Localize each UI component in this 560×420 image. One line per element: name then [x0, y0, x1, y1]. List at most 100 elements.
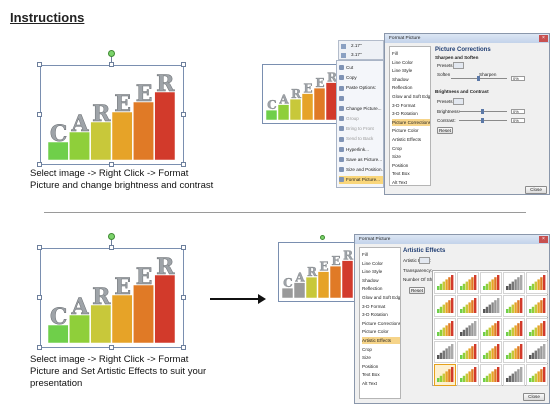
dialog-nav-item[interactable]: Reflection	[362, 286, 383, 292]
context-menu-item[interactable]: Size and Position...	[339, 166, 383, 174]
brightness-value-input[interactable]: 0%	[511, 109, 525, 114]
artistic-effect-thumbnail[interactable]	[457, 272, 479, 294]
resize-handle[interactable]	[37, 62, 42, 67]
close-icon[interactable]: ×	[539, 236, 548, 243]
resize-handle[interactable]	[37, 345, 42, 350]
resize-handle[interactable]	[181, 112, 186, 117]
dialog-nav-item[interactable]: Alt Text	[362, 381, 377, 386]
width-spinner[interactable]: 3.17"	[341, 52, 381, 59]
artistic-effect-thumbnail[interactable]	[457, 364, 479, 386]
dialog-nav-item[interactable]: Picture Color	[392, 128, 419, 134]
dialog-nav-item[interactable]: Picture Corrections	[362, 320, 400, 326]
dialog-nav-item[interactable]: Shadow	[362, 277, 379, 283]
height-spinner[interactable]: 2.17"	[341, 43, 381, 50]
dialog-nav-item[interactable]: Reflection	[392, 85, 413, 91]
resize-handle[interactable]	[109, 62, 114, 67]
artistic-effect-thumbnail[interactable]	[457, 341, 479, 363]
reset-button[interactable]: Reset	[409, 287, 425, 294]
artistic-effect-dropdown[interactable]	[419, 257, 430, 264]
artistic-effect-thumbnail[interactable]	[480, 295, 502, 317]
artistic-effect-thumbnail[interactable]	[434, 272, 456, 294]
dialog-nav-item[interactable]: Artistic Effects	[392, 137, 422, 142]
dialog-nav-item[interactable]: Size	[392, 154, 401, 160]
artistic-effect-thumbnail[interactable]	[434, 364, 456, 386]
dialog-nav-item[interactable]: Picture Corrections	[392, 118, 430, 126]
context-menu-item[interactable]: Change Picture...	[339, 105, 383, 113]
resize-handle[interactable]	[181, 62, 186, 67]
dialog-nav-item[interactable]: Fill	[362, 252, 368, 257]
rotate-handle[interactable]	[108, 50, 115, 57]
context-menu-item[interactable]	[339, 95, 383, 103]
brightness-slider-knob[interactable]	[481, 109, 484, 114]
dialog-nav-item[interactable]: Fill	[392, 51, 398, 56]
dialog-nav-item[interactable]: Crop	[392, 145, 402, 151]
resize-handle[interactable]	[181, 345, 186, 350]
resize-handle[interactable]	[37, 112, 42, 117]
dialog-nav-item[interactable]: Glow and Soft Edges	[362, 295, 400, 300]
artistic-effect-thumbnail[interactable]	[526, 364, 548, 386]
artistic-effect-thumbnail[interactable]	[503, 341, 525, 363]
close-button[interactable]: Close	[523, 393, 545, 401]
context-menu-item[interactable]: Group	[339, 115, 383, 123]
resize-handle[interactable]	[181, 295, 186, 300]
context-menu-item[interactable]: Save as Picture...	[339, 156, 383, 164]
resize-handle[interactable]	[109, 345, 114, 350]
reset-button[interactable]: Reset	[437, 127, 453, 134]
close-icon[interactable]: ×	[539, 35, 548, 42]
context-menu-item[interactable]: Hyperlink...	[339, 146, 383, 154]
artistic-effect-thumbnail[interactable]	[526, 318, 548, 340]
resize-handle[interactable]	[109, 245, 114, 250]
dialog-nav-item[interactable]: Line Style	[362, 269, 383, 275]
artistic-effect-thumbnail[interactable]	[526, 272, 548, 294]
artistic-effect-thumbnail[interactable]	[457, 318, 479, 340]
close-button[interactable]: Close	[525, 186, 547, 194]
context-menu-item[interactable]: Format Picture...	[339, 176, 383, 185]
context-menu-item[interactable]: Cut	[339, 64, 383, 72]
rotate-handle[interactable]	[108, 233, 115, 240]
artistic-effect-thumbnail[interactable]	[434, 318, 456, 340]
dialog-nav-item[interactable]: 3-D Rotation	[392, 111, 418, 117]
artistic-effect-thumbnail[interactable]	[480, 364, 502, 386]
dialog-nav-item[interactable]: Line Color	[392, 59, 413, 65]
contrast-slider-knob[interactable]	[481, 118, 484, 123]
sharpen-value-input[interactable]: 0%	[511, 76, 525, 81]
resize-handle[interactable]	[181, 162, 186, 167]
resize-handle[interactable]	[37, 162, 42, 167]
dialog-nav-item[interactable]: Text Box	[362, 372, 380, 378]
artistic-effect-thumbnail[interactable]	[434, 295, 456, 317]
artistic-effect-thumbnail[interactable]	[480, 318, 502, 340]
dialog-nav-item[interactable]: Picture Color	[362, 329, 389, 335]
artistic-effect-thumbnail[interactable]	[526, 295, 548, 317]
context-menu-item[interactable]: Bring to Front	[339, 125, 383, 133]
context-menu-item[interactable]: Paste Options:	[339, 84, 383, 92]
dialog-nav-item[interactable]: Position	[362, 363, 379, 369]
artistic-effect-thumbnail[interactable]	[480, 341, 502, 363]
sharpen-presets-dropdown[interactable]	[453, 62, 464, 69]
resize-handle[interactable]	[37, 295, 42, 300]
dialog-nav-item[interactable]: Glow and Soft Edges	[392, 94, 430, 99]
context-menu-item[interactable]: Copy	[339, 74, 383, 82]
dialog-nav-item[interactable]: Shadow	[392, 76, 409, 82]
resize-handle[interactable]	[109, 162, 114, 167]
artistic-effect-thumbnail[interactable]	[457, 295, 479, 317]
contrast-value-input[interactable]: 0%	[511, 118, 525, 123]
dialog-nav-item[interactable]: Crop	[362, 346, 372, 352]
dialog-nav-item[interactable]: Size	[362, 355, 371, 361]
dialog-nav-item[interactable]: 3-D Format	[392, 102, 416, 108]
artistic-effect-thumbnail[interactable]	[526, 341, 548, 363]
artistic-effect-thumbnail[interactable]	[480, 272, 502, 294]
artistic-effect-thumbnail[interactable]	[503, 272, 525, 294]
sharpen-slider-knob[interactable]	[477, 76, 480, 81]
resize-handle[interactable]	[37, 245, 42, 250]
dialog-nav-item[interactable]: 3-D Format	[362, 303, 386, 309]
artistic-effect-thumbnail[interactable]	[434, 341, 456, 363]
dialog-nav-item[interactable]: 3-D Rotation	[362, 312, 388, 318]
dialog-nav-item[interactable]: Alt Text	[392, 180, 407, 185]
dialog-nav-item[interactable]: Line Color	[362, 260, 383, 266]
artistic-effect-thumbnail[interactable]	[503, 318, 525, 340]
dialog-nav-item[interactable]: Line Style	[392, 68, 413, 74]
context-menu-item[interactable]: Send to Back	[339, 135, 383, 143]
dialog-nav-item[interactable]: Text Box	[392, 171, 410, 177]
